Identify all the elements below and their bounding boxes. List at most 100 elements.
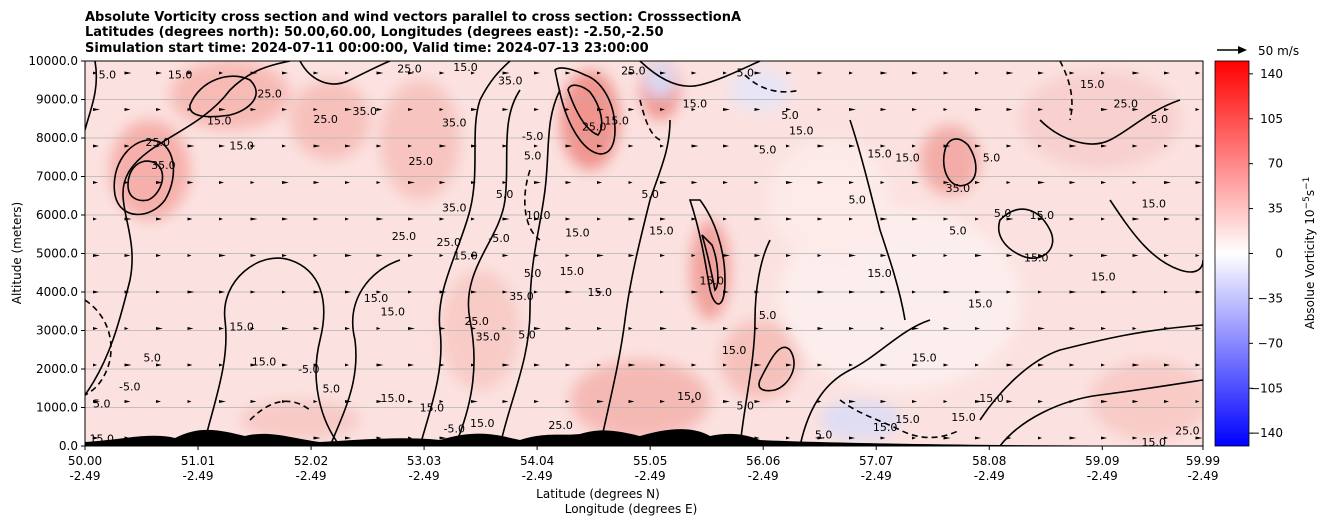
x-tick-label-lat: 56.06 <box>746 454 780 468</box>
wind-arrow-icon <box>219 254 226 257</box>
wind-arrow-icon <box>124 71 132 75</box>
contour-label: 15.0 <box>1142 197 1167 210</box>
wind-arrow-icon <box>754 71 762 75</box>
wind-arrow-icon <box>754 400 761 403</box>
contour-label: 15.0 <box>867 147 892 160</box>
wind-arrow-icon <box>124 254 131 257</box>
wind-arrow-icon <box>156 71 162 75</box>
wind-arrow-icon <box>1132 327 1137 330</box>
wind-arrow-icon <box>565 254 570 257</box>
wind-arrow-icon <box>313 144 321 148</box>
contour-label: 5.0 <box>93 398 111 411</box>
wind-arrow-icon <box>345 436 351 440</box>
wind-arrow-icon <box>565 400 570 403</box>
wind-arrow-icon <box>880 400 887 403</box>
title-line-1: Absolute Vorticity cross section and win… <box>85 10 741 25</box>
wind-arrow-icon <box>565 290 573 294</box>
wind-arrow-icon <box>282 181 289 184</box>
wind-arrow-icon <box>1132 290 1138 294</box>
wind-arrow-icon <box>408 71 414 75</box>
wind-arrow-icon <box>471 290 477 294</box>
wind-arrow-icon <box>345 181 350 184</box>
contour-label: 15.0 <box>699 274 724 287</box>
wind-arrow-icon <box>1195 436 1203 440</box>
y-tick-label: 2000.0 <box>36 362 78 376</box>
wind-arrow-icon <box>723 108 730 111</box>
wind-arrow-icon <box>534 144 538 148</box>
wind-arrow-icon <box>628 400 635 403</box>
wind-arrow-icon <box>93 254 100 257</box>
colorbar-tick-label: −140 <box>1250 426 1283 440</box>
wind-arrow-icon <box>565 108 570 111</box>
wind-arrow-icon <box>376 217 384 221</box>
colorbar-label: Absolue Vorticity 10−5s−1 <box>1302 177 1317 330</box>
wind-arrow-icon <box>502 363 510 367</box>
wind-arrow-icon <box>1164 181 1171 184</box>
wind-arrow-icon <box>880 436 886 440</box>
wind-arrow-icon <box>597 71 601 75</box>
wind-arrow-icon <box>817 254 822 257</box>
contour-label: 15.0 <box>364 292 389 305</box>
contour-label: 5.0 <box>848 194 866 207</box>
wind-arrow-icon <box>723 181 728 184</box>
wind-arrow-icon <box>943 363 949 367</box>
wind-arrow-icon <box>880 217 888 221</box>
wind-arrow-icon <box>880 363 888 367</box>
x-tick-label-lon: -2.49 <box>974 469 1005 483</box>
contour-label: 15.0 <box>979 392 1004 405</box>
contour-label: 15.0 <box>1080 78 1105 91</box>
wind-arrow-icon <box>313 327 320 330</box>
wind-arrow-icon <box>1132 436 1138 440</box>
wind-arrow-icon <box>1195 254 1200 257</box>
wind-arrow-icon <box>1195 290 1203 294</box>
wind-arrow-icon <box>975 71 979 75</box>
contour-label: 15.0 <box>229 140 254 153</box>
wind-arrow-icon <box>376 436 382 440</box>
contour-label: 5.0 <box>524 149 542 162</box>
wind-arrow-icon <box>1069 436 1077 440</box>
wind-arrow-icon <box>219 181 224 184</box>
wind-arrow-icon <box>628 144 634 148</box>
wind-arrow-icon <box>1132 363 1140 367</box>
wind-arrow-icon <box>849 363 853 367</box>
wind-arrow-icon <box>754 290 760 294</box>
wind-arrow-icon <box>660 108 665 111</box>
wind-arrow-icon <box>187 436 195 440</box>
wind-arrow-icon <box>156 363 162 367</box>
wind-arrow-icon <box>1164 400 1169 403</box>
contour-label: 5.0 <box>99 68 117 81</box>
wind-arrow-icon <box>313 400 318 403</box>
wind-arrow-icon <box>691 436 699 440</box>
wind-arrow-icon <box>408 217 414 221</box>
wind-arrow-icon <box>660 217 666 221</box>
x-tick-label-lat: 59.99 <box>1186 454 1220 468</box>
wind-arrow-icon <box>1006 181 1011 184</box>
wind-arrow-icon <box>156 108 161 111</box>
contour-label: 15.0 <box>912 351 937 364</box>
x-tick-label-lat: 58.08 <box>972 454 1006 468</box>
colorbar-tick-label: 35 <box>1268 202 1283 216</box>
wind-arrow-icon <box>849 400 856 403</box>
contour-label: 35.0 <box>442 201 467 214</box>
wind-arrow-icon <box>628 108 635 111</box>
wind-arrow-icon <box>376 290 382 294</box>
wind-arrow-icon <box>1006 327 1011 330</box>
wind-arrow-icon <box>975 144 981 148</box>
contour-label: -5.0 <box>119 380 140 393</box>
colorbar-tick-label: −70 <box>1258 336 1283 350</box>
contour-label: 25.0 <box>548 419 573 432</box>
wind-arrow-icon <box>439 290 447 294</box>
wind-arrow-icon <box>187 363 193 367</box>
x-axis-label-latitude: Latitude (degrees N) <box>536 487 660 501</box>
wind-arrow-icon <box>660 144 664 148</box>
wind-arrow-icon <box>408 400 413 403</box>
wind-arrow-icon <box>1164 254 1169 257</box>
wind-arrow-icon <box>534 181 541 184</box>
contour-label: 15.0 <box>873 421 898 434</box>
wind-arrow-icon <box>691 181 698 184</box>
wind-arrow-icon <box>1069 290 1077 294</box>
wind-arrow-icon <box>534 363 540 367</box>
wind-arrow-icon <box>975 217 979 221</box>
wind-arrow-icon <box>565 181 572 184</box>
wind-arrow-icon <box>408 436 412 440</box>
